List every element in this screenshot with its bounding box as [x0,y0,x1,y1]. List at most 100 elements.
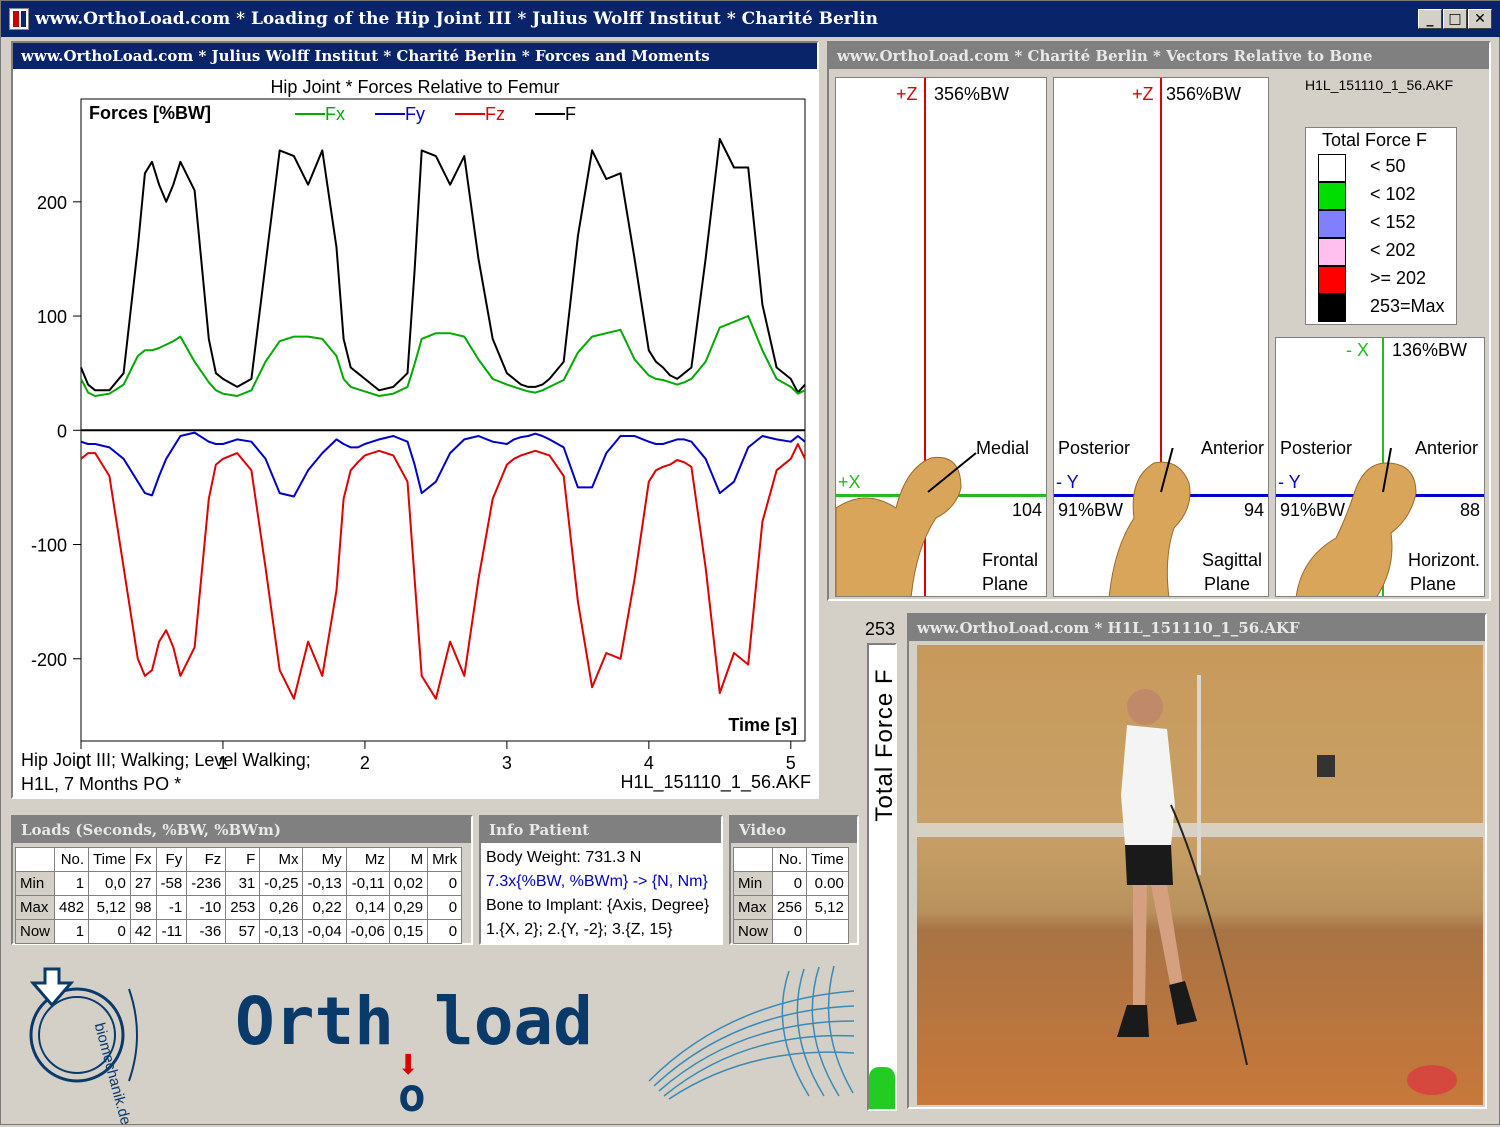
table-cell: 0,22 [302,895,347,920]
row-label: Now [732,919,774,944]
column-header: Mrk [427,847,463,872]
legend-swatch [1318,238,1346,266]
series-line-fz [80,443,806,700]
orthoload-text-o: o [397,1068,426,1122]
window-title: www.OrthoLoad.com * Loading of the Hip J… [35,9,879,29]
sagittal-plane-view: +Z 356%BW Posterior Anterior - Y 91%BW 9… [1053,77,1269,597]
femur-head-sagittal [1108,448,1191,596]
info-patient-header: Info Patient [481,817,721,843]
table-cell: 0,26 [259,895,304,920]
loads-header: Loads (Seconds, %BW, %BWm) [13,817,471,843]
x-tick-label: 1 [218,753,228,773]
legend-item: 253=Max [1318,294,1448,322]
y-tick-label: -100 [31,536,67,556]
sagittal-plane-label1: Sagittal [1201,550,1262,570]
horizontal-plane-label1: Horizont. [1407,550,1480,570]
table-cell: 5,12 [88,895,131,920]
walking-person [1117,689,1248,1065]
horizontal-plane-view: - X 136%BW Posterior Anterior - Y 91%BW … [1275,337,1485,597]
series-line-fx [80,315,806,397]
video-frame[interactable] [917,645,1483,1105]
sagittal-value: 94 [1243,500,1264,520]
column-header: My [302,847,347,872]
femur-head-horizontal [1295,448,1417,596]
forces-panel: www.OrthoLoad.com * Julius Wolff Institu… [11,41,819,799]
table-cell: 98 [129,895,157,920]
sagittal-force: 356%BW [1166,84,1242,104]
y-tick-label: 0 [57,421,67,441]
table-cell: 5,12 [806,895,849,920]
total-force-bar: Total Force F [867,643,898,1111]
table-cell: 256 [772,895,808,920]
legend-label-fz: Fz [485,104,505,124]
table-cell: 482 [54,895,90,920]
frontal-medial-label: Medial [976,438,1030,458]
frontal-value: 104 [1011,500,1042,520]
table-cell: -0,25 [259,871,304,896]
series-line-fy [80,431,806,498]
row-label: Min [732,871,774,896]
biomechanik-logo [29,967,138,1083]
info-conversion: 7.3x{%BW, %BWm} -> {N, Nm} [486,873,708,890]
video-table-header: Video [731,817,857,843]
down-arrow-icon: ⬇ [395,1042,421,1088]
series-line-f [80,138,806,394]
table-row: Max 256 5,12 [732,895,849,920]
table-cell: -0,04 [302,919,347,944]
close-button[interactable]: ✕ [1468,9,1492,29]
video-table-panel: Video No. Time Min 0 0.00 Max 256 5,12 Now 0 [729,815,859,945]
row-label: Min [14,871,56,896]
horizontal-force: 136%BW [1392,340,1468,360]
table-cell: -236 [186,871,227,896]
orthoload-text-left: Orth [235,983,394,1060]
x-tick-label: 3 [502,753,512,773]
horizontal-axis-side: - Y [1278,472,1301,492]
x-axis-label: Time [s] [728,715,797,735]
video-panel: www.OrthoLoad.com * H1L_151110_1_56.AKF [907,613,1487,1109]
frontal-plane-label2: Plane [981,574,1028,594]
table-cell: 0 [772,871,808,896]
legend-label: >= 202 [1370,268,1427,288]
legend-item: < 50 [1318,154,1448,182]
table-row: Now 1 0 42 -11 -36 57 -0,13 -0,04 -0,06 0,15 0 [14,919,463,944]
table-cell: 0 [427,919,463,944]
y-tick-label: 100 [37,307,67,327]
orthoload-logo: Orth ⬇ o load [235,983,593,1122]
row-label: Max [732,895,774,920]
table-cell: -0,06 [345,919,390,944]
table-row: Max 482 5,12 98 -1 -10 253 0,26 0,22 0,14 0,29 0 [14,895,463,920]
caption-line1: Hip Joint III; Walking; Level Walking; [21,750,311,770]
table-cell: 31 [225,871,261,896]
sagittal-z-axis [1160,78,1162,596]
y-axis-label: Forces [%BW] [89,103,211,123]
horizontal-value: 88 [1459,500,1480,520]
vectors-panel: www.OrthoLoad.com * Charité Berlin * Vec… [827,41,1491,601]
legend-item: >= 202 [1318,266,1448,294]
legend-label: < 102 [1370,184,1416,204]
table-cell: 0,15 [388,919,429,944]
frontal-z-axis [924,78,926,596]
app-icon[interactable] [9,8,29,30]
legend-item: < 152 [1318,210,1448,238]
horizontal-anterior-label: Anterior [1414,438,1478,458]
table-cell: 1 [54,919,90,944]
table-cell: 57 [225,919,261,944]
info-patient-panel: Info Patient Body Weight: 731.3 N 7.3x{%… [479,815,723,945]
legend-swatch [1318,210,1346,238]
maximize-button[interactable]: □ [1443,9,1467,29]
table-cell: 42 [129,919,157,944]
legend-swatch [1318,182,1346,210]
table-cell: 0,29 [388,895,429,920]
frontal-force: 356%BW [934,84,1010,104]
table-cell: 0 [772,919,808,944]
table-header-row: No. Time [732,847,849,872]
sagittal-posterior-label: Posterior [1058,438,1131,458]
x-tick-label: 0 [76,753,86,773]
video-panel-header: www.OrthoLoad.com * H1L_151110_1_56.AKF [909,615,1485,641]
table-cell: 27 [129,871,157,896]
minimize-button[interactable]: _ [1418,9,1442,29]
frontal-axis-side: +X [838,472,861,492]
column-header: No. [772,847,808,872]
legend-label-fx: Fx [325,104,345,124]
y-tick-label: -200 [31,650,67,670]
